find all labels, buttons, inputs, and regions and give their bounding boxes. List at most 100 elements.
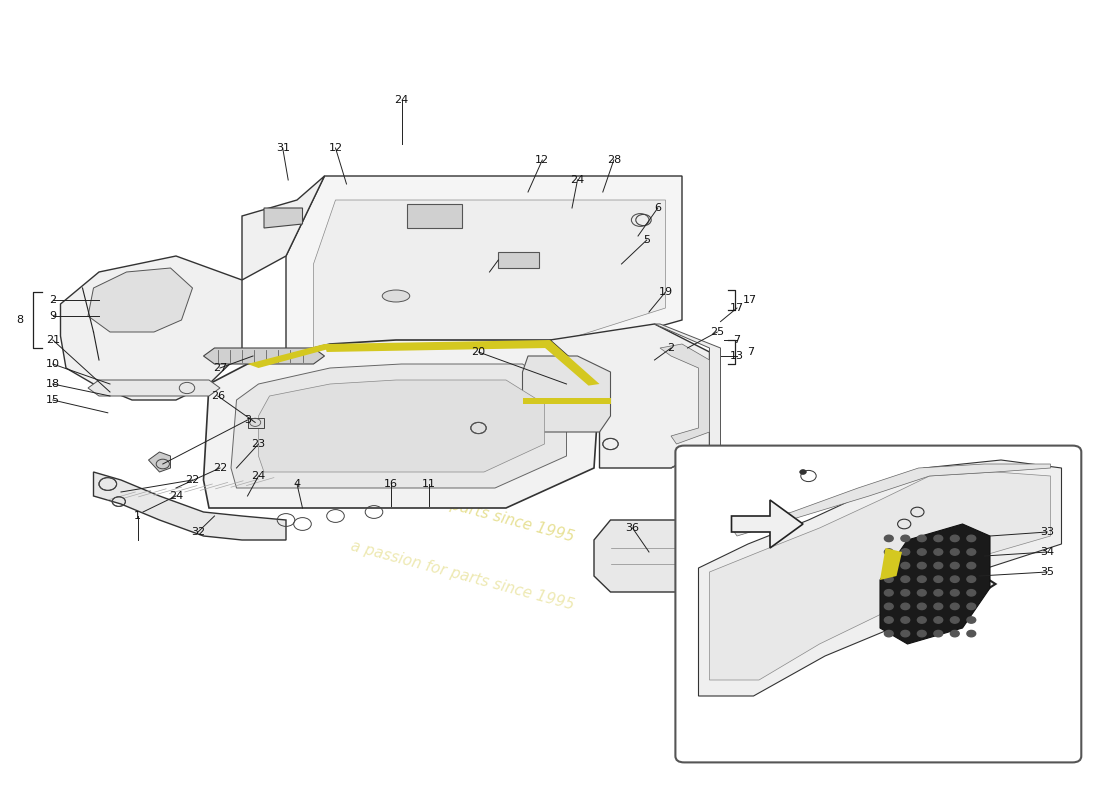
Text: 33: 33	[1041, 527, 1054, 537]
Text: 20: 20	[472, 347, 485, 357]
Circle shape	[950, 630, 959, 637]
Polygon shape	[550, 324, 710, 468]
Polygon shape	[594, 520, 704, 592]
Circle shape	[917, 590, 926, 596]
Circle shape	[934, 576, 943, 582]
Circle shape	[901, 590, 910, 596]
Text: 1: 1	[134, 511, 141, 521]
Polygon shape	[732, 464, 1050, 536]
Polygon shape	[871, 540, 996, 628]
Circle shape	[884, 603, 893, 610]
Circle shape	[967, 617, 976, 623]
Polygon shape	[880, 548, 902, 580]
Text: 17: 17	[744, 295, 757, 305]
Polygon shape	[880, 524, 990, 644]
Circle shape	[917, 562, 926, 569]
Circle shape	[967, 630, 976, 637]
Text: 23: 23	[252, 439, 265, 449]
Circle shape	[967, 590, 976, 596]
Circle shape	[967, 549, 976, 555]
Text: a passion for parts since 1995: a passion for parts since 1995	[349, 539, 575, 613]
Polygon shape	[248, 344, 332, 368]
Circle shape	[901, 576, 910, 582]
Polygon shape	[148, 452, 170, 472]
Polygon shape	[258, 380, 544, 472]
Circle shape	[884, 549, 893, 555]
Text: 32: 32	[191, 527, 205, 537]
Polygon shape	[522, 356, 611, 432]
Circle shape	[917, 549, 926, 555]
Text: 5: 5	[644, 235, 650, 245]
Polygon shape	[324, 340, 550, 352]
Text: 35: 35	[1041, 567, 1054, 577]
Polygon shape	[231, 364, 566, 488]
Text: 17: 17	[730, 303, 744, 313]
Circle shape	[901, 603, 910, 610]
Polygon shape	[407, 204, 462, 228]
Polygon shape	[88, 268, 192, 332]
Polygon shape	[542, 340, 600, 386]
Circle shape	[884, 590, 893, 596]
Text: 10: 10	[46, 359, 59, 369]
Circle shape	[934, 549, 943, 555]
Circle shape	[934, 603, 943, 610]
Polygon shape	[248, 418, 264, 428]
Text: 34: 34	[1041, 547, 1054, 557]
Text: 24: 24	[169, 491, 183, 501]
Circle shape	[967, 562, 976, 569]
Text: 18: 18	[46, 379, 59, 389]
Text: 31: 31	[276, 143, 289, 153]
Text: 9: 9	[50, 311, 56, 321]
Circle shape	[884, 535, 893, 542]
Text: 6: 6	[654, 203, 661, 213]
Text: 7: 7	[747, 347, 754, 357]
Polygon shape	[94, 472, 286, 540]
Circle shape	[917, 535, 926, 542]
Circle shape	[934, 617, 943, 623]
Text: 7: 7	[734, 335, 740, 345]
Circle shape	[800, 470, 806, 474]
Text: 19: 19	[659, 287, 672, 297]
Polygon shape	[522, 398, 611, 404]
Circle shape	[884, 562, 893, 569]
Circle shape	[967, 535, 976, 542]
Polygon shape	[654, 324, 720, 468]
Circle shape	[950, 576, 959, 582]
Circle shape	[917, 576, 926, 582]
Text: 13: 13	[730, 351, 744, 361]
Circle shape	[950, 590, 959, 596]
Polygon shape	[286, 176, 682, 376]
Circle shape	[884, 630, 893, 637]
Polygon shape	[204, 348, 324, 364]
Text: a passion for parts since 1995: a passion for parts since 1995	[349, 471, 575, 545]
Text: 22: 22	[213, 463, 227, 473]
Text: 27: 27	[213, 363, 227, 373]
Circle shape	[884, 576, 893, 582]
Text: 2: 2	[668, 343, 674, 353]
Ellipse shape	[383, 290, 409, 302]
Circle shape	[950, 603, 959, 610]
Text: 26: 26	[211, 391, 224, 401]
Text: 22: 22	[186, 475, 199, 485]
Circle shape	[934, 535, 943, 542]
Circle shape	[950, 549, 959, 555]
Text: 2: 2	[50, 295, 56, 305]
Circle shape	[934, 630, 943, 637]
Circle shape	[934, 590, 943, 596]
Circle shape	[901, 535, 910, 542]
Text: 36: 36	[626, 523, 639, 533]
Circle shape	[950, 617, 959, 623]
Text: 15: 15	[46, 395, 59, 405]
Polygon shape	[314, 200, 666, 364]
Text: 25: 25	[711, 327, 724, 337]
Circle shape	[917, 603, 926, 610]
Polygon shape	[204, 340, 600, 508]
Circle shape	[901, 562, 910, 569]
Circle shape	[934, 562, 943, 569]
Text: 16: 16	[384, 479, 397, 489]
Circle shape	[917, 617, 926, 623]
Text: 4: 4	[294, 479, 300, 489]
Circle shape	[967, 576, 976, 582]
Text: 24: 24	[571, 175, 584, 185]
Text: 11: 11	[422, 479, 436, 489]
